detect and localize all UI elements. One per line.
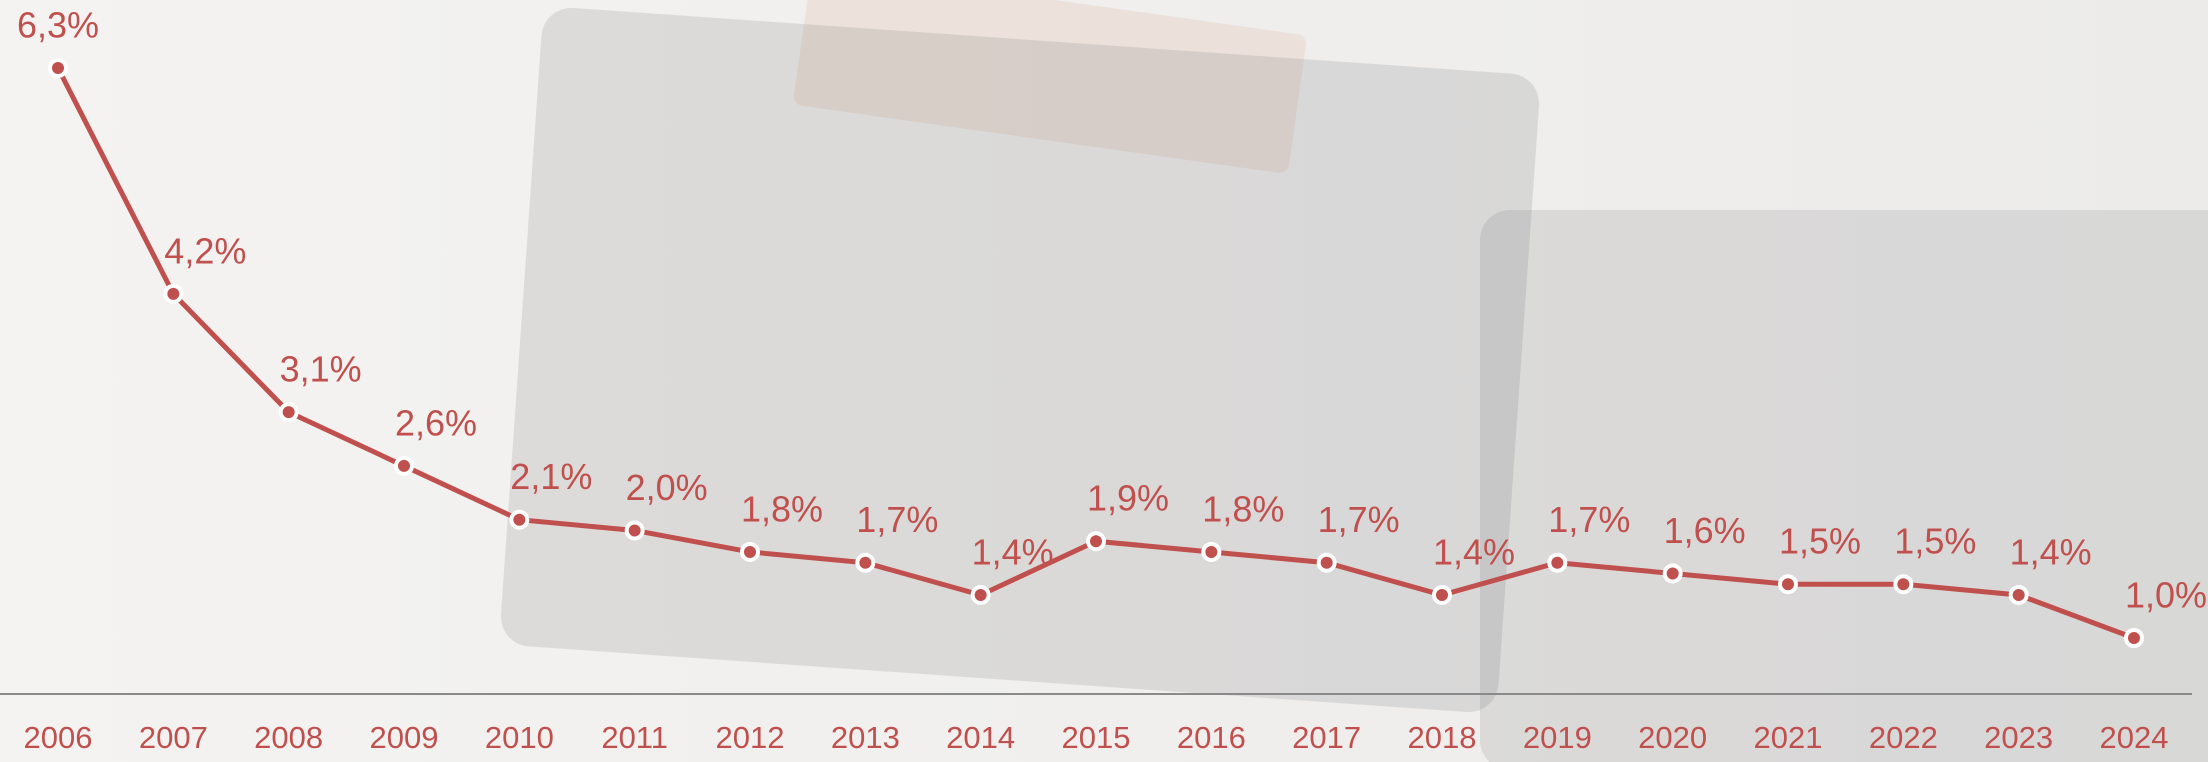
data-point — [1086, 531, 1106, 552]
value-label: 6,3% — [17, 5, 99, 46]
x-tick-label: 2023 — [1984, 720, 2053, 755]
value-label: 1,6% — [1664, 510, 1746, 551]
value-label: 1,7% — [856, 499, 938, 540]
data-point — [509, 509, 530, 530]
data-point — [624, 520, 645, 541]
wallet-right — [1480, 210, 2208, 762]
data-point — [1662, 563, 1683, 584]
value-label: 2,0% — [626, 467, 708, 508]
data-point — [1893, 574, 1914, 595]
x-tick-label: 2013 — [831, 720, 900, 755]
data-point — [278, 402, 299, 423]
x-tick-label: 2022 — [1869, 720, 1938, 755]
banknote — [793, 0, 1307, 173]
value-label: 3,1% — [280, 349, 362, 390]
x-tick-label: 2024 — [2100, 720, 2169, 755]
x-tick-label: 2009 — [370, 720, 439, 755]
value-label: 1,5% — [1779, 521, 1861, 562]
x-tick-label: 2018 — [1408, 720, 1477, 755]
x-tick-label: 2007 — [139, 720, 208, 755]
x-tick-label: 2015 — [1062, 720, 1131, 755]
data-point — [1201, 541, 1222, 562]
x-tick-label: 2020 — [1638, 720, 1707, 755]
x-tick-label: 2017 — [1292, 720, 1361, 755]
data-point — [2008, 584, 2029, 605]
wallet-left — [500, 7, 1540, 713]
value-label: 1,9% — [1087, 478, 1169, 519]
x-tick-label: 2011 — [601, 720, 668, 755]
value-label: 1,8% — [741, 488, 823, 529]
value-label: 1,4% — [2010, 531, 2092, 572]
value-label: 2,6% — [395, 402, 477, 443]
value-label: 1,0% — [2125, 575, 2207, 616]
data-point — [1432, 584, 1452, 605]
value-label: 1,5% — [1894, 521, 1976, 562]
value-label: 4,2% — [164, 230, 246, 271]
value-label: 1,7% — [1548, 499, 1630, 540]
value-label: 1,7% — [1318, 499, 1400, 540]
data-point — [48, 58, 68, 78]
data-point — [2124, 628, 2144, 648]
value-label: 1,8% — [1202, 488, 1284, 529]
value-label: 1,4% — [1433, 531, 1515, 572]
x-tick-label: 2014 — [946, 720, 1015, 755]
data-point — [1778, 574, 1798, 595]
data-point — [855, 552, 876, 573]
x-tick-label: 2010 — [485, 720, 554, 755]
data-point — [1547, 552, 1568, 573]
x-tick-label: 2006 — [24, 720, 93, 755]
data-point — [970, 584, 991, 605]
x-tick-label: 2012 — [716, 720, 785, 755]
value-label: 1,4% — [972, 531, 1054, 572]
x-tick-label: 2016 — [1177, 720, 1246, 755]
data-point — [740, 541, 760, 562]
x-tick-label: 2008 — [254, 720, 323, 755]
data-point — [163, 283, 184, 304]
x-tick-label: 2019 — [1523, 720, 1592, 755]
data-point — [394, 455, 414, 476]
x-tick-label: 2021 — [1754, 720, 1823, 755]
value-label: 2,1% — [510, 456, 592, 497]
data-point — [1316, 552, 1337, 573]
